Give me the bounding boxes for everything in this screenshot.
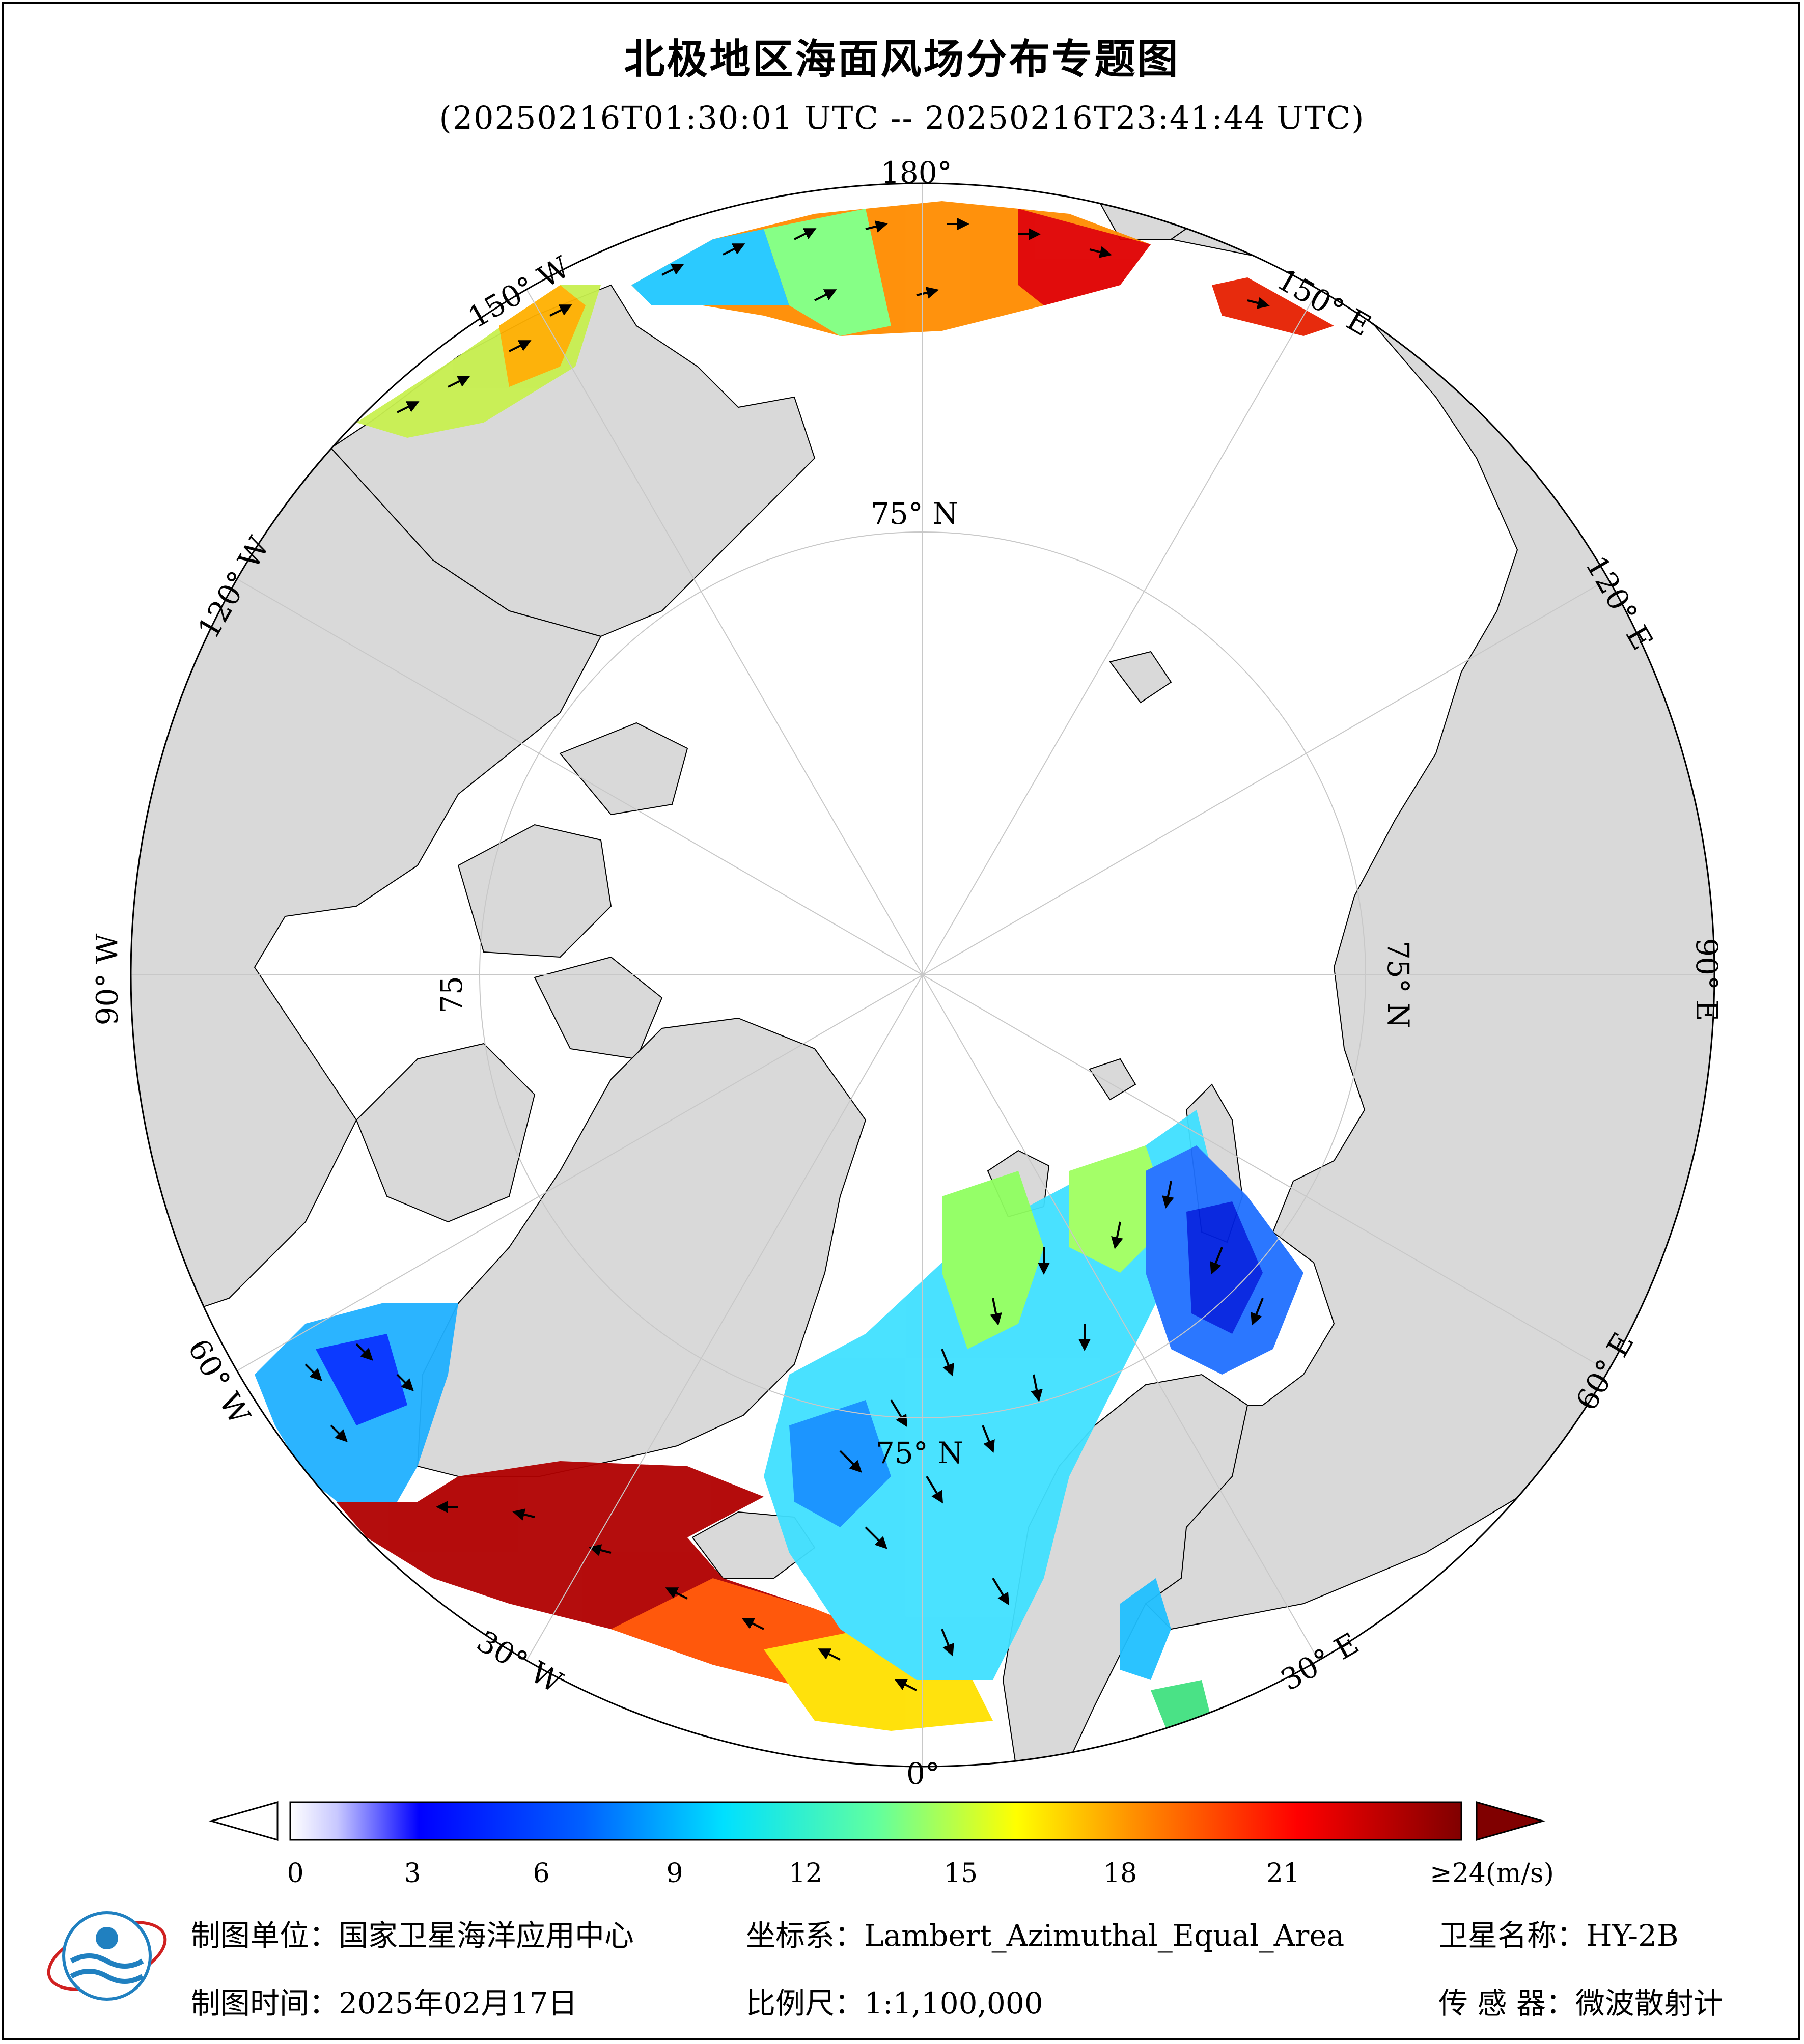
footer-coord-value: Lambert_Azimuthal_Equal_Area: [864, 1918, 1345, 1953]
soa-logo: [47, 1911, 167, 2001]
colorbar-tick: 15: [943, 1858, 978, 1889]
land-arctic-archipelago-2: [559, 722, 688, 816]
footer-time: 制图时间：2025年02月17日: [191, 1979, 577, 2022]
lat-label-left: 75: [434, 976, 469, 1014]
lat-label-right: 75° N: [1381, 941, 1416, 1028]
colorbar-tick: 18: [1103, 1858, 1137, 1889]
colorbar-max-triangle: [1476, 1801, 1546, 1841]
footer-sat-value: HY-2B: [1586, 1918, 1679, 1953]
colorbar-gradient: [289, 1801, 1462, 1841]
graticule: [131, 183, 1714, 1767]
colorbar-tick: 9: [666, 1858, 683, 1889]
footer-scale-value: 1:1,100,000: [864, 1986, 1043, 2021]
footer-sensor-value: 微波散射计: [1575, 1986, 1723, 2021]
footer-scale-label: 比例尺：: [746, 1986, 865, 2021]
footer-coord: 坐标系：Lambert_Azimuthal_Equal_Area: [746, 1912, 1344, 1954]
land-arctic-archipelago-1: [457, 824, 612, 958]
lat-label-top: 75° N: [871, 496, 958, 531]
lon-label-90w: 90° W: [90, 933, 125, 1026]
lat-label-bottom: 75° N: [876, 1436, 963, 1470]
colorbar-tick: 21: [1266, 1858, 1300, 1889]
land-arctic-archipelago-3: [534, 956, 663, 1060]
footer-unit-value: 国家卫星海洋应用中心: [339, 1918, 634, 1953]
footer-sensor: 传 感 器：微波散射计: [1438, 1979, 1723, 2022]
lon-label-90e: 90° E: [1689, 938, 1724, 1021]
colorbar-tick: 6: [533, 1858, 550, 1889]
lon-label-180: 180°: [881, 155, 952, 190]
footer-coord-label: 坐标系：: [746, 1918, 865, 1953]
time-range: (20250216T01:30:01 UTC -- 20250216T23:41…: [439, 99, 1365, 136]
colorbar-tick: 0: [287, 1858, 304, 1889]
colorbar-tick: 12: [788, 1858, 823, 1889]
footer-satellite: 卫星名称：HY-2B: [1438, 1912, 1679, 1954]
footer-sat-label: 卫星名称：: [1438, 1918, 1587, 1953]
footer-time-label: 制图时间：: [191, 1986, 339, 2021]
lon-label-0: 0°: [906, 1756, 940, 1791]
land-chukotka: [1094, 183, 1274, 240]
footer-time-value: 2025年02月17日: [339, 1986, 578, 2021]
footer-unit: 制图单位：国家卫星海洋应用中心: [191, 1912, 634, 1954]
land-canada: [131, 447, 602, 1325]
wind-vectors: [304, 218, 1270, 1691]
footer-unit-label: 制图单位：: [191, 1918, 339, 1953]
land-baffin-island: [355, 1043, 536, 1223]
colorbar-tick: 3: [404, 1858, 421, 1889]
colorbar-min-triangle: [208, 1801, 279, 1841]
footer-sensor-label: 传 感 器：: [1438, 1986, 1575, 2021]
footer-scale: 比例尺：1:1,100,000: [746, 1979, 1043, 2022]
colorbar: [208, 1801, 1546, 1841]
map-title: 北极地区海面风场分布专题图: [624, 36, 1180, 83]
swath-baltic: [1120, 1578, 1171, 1680]
land-new-siberian: [1109, 651, 1172, 704]
colorbar-unit: ≥24(m/s): [1430, 1858, 1554, 1889]
land-franz-josef: [1089, 1058, 1136, 1101]
